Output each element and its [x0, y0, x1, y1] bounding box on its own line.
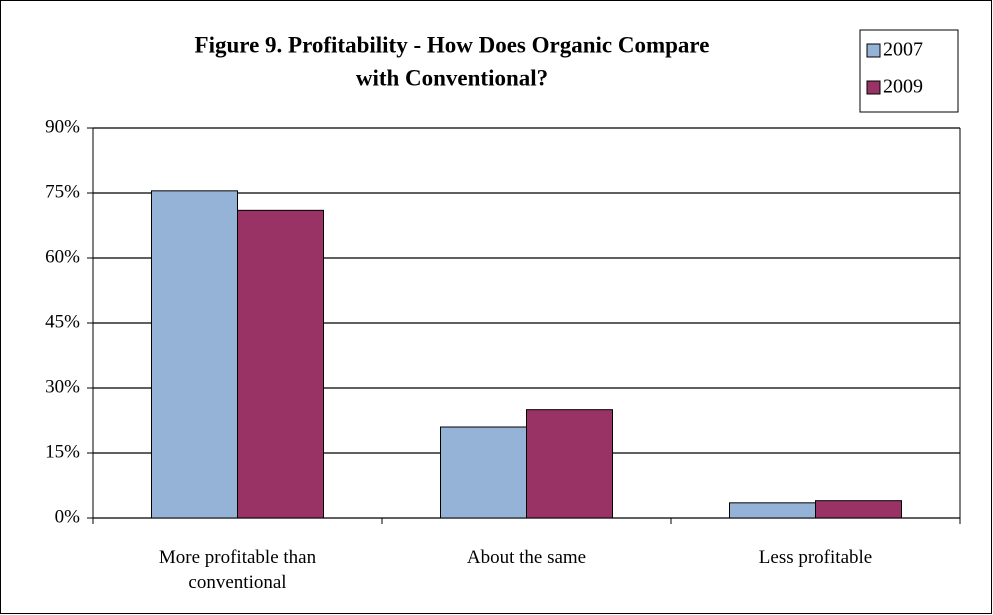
- legend-swatch: [866, 43, 881, 58]
- legend-label: 2009: [883, 76, 923, 98]
- x-tick-label: Less profitable: [758, 547, 873, 568]
- x-tick-label: More profitable than conventional: [158, 547, 317, 593]
- x-tick-label: About the same: [466, 547, 587, 568]
- legend-label: 2007: [883, 39, 923, 61]
- y-tick-label: 30%: [45, 376, 80, 397]
- y-tick-label: 45%: [45, 311, 80, 332]
- y-tick-label: 60%: [45, 246, 80, 267]
- y-tick-label: 90%: [45, 116, 80, 137]
- bar: [815, 500, 902, 519]
- y-tick-label: 0%: [55, 506, 81, 527]
- bar: [151, 190, 238, 519]
- chart-title: with Conventional?: [356, 65, 548, 90]
- bar: [237, 209, 324, 519]
- y-tick-label: 75%: [45, 181, 80, 202]
- bar: [729, 502, 816, 519]
- chart-title: Figure 9. Profitability - How Does Organ…: [195, 32, 710, 57]
- y-tick-label: 15%: [45, 441, 80, 462]
- bar: [440, 426, 527, 519]
- bar: [526, 409, 613, 519]
- legend-swatch: [866, 80, 881, 95]
